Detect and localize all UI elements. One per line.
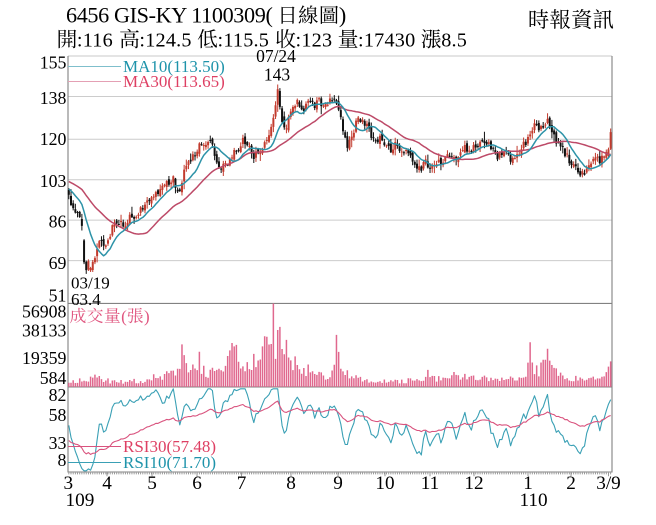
svg-text:82: 82 xyxy=(49,385,67,405)
svg-text:): ) xyxy=(144,307,150,326)
svg-text:155: 155 xyxy=(40,52,67,72)
svg-text:19359: 19359 xyxy=(22,348,67,368)
svg-text:9: 9 xyxy=(333,473,343,494)
svg-text:(: ( xyxy=(121,307,127,326)
svg-text:RSI30(57.48): RSI30(57.48) xyxy=(123,437,216,456)
svg-text:1: 1 xyxy=(523,473,533,494)
svg-text:86: 86 xyxy=(49,211,67,231)
svg-text:3/9: 3/9 xyxy=(596,473,621,494)
svg-text:11: 11 xyxy=(421,473,439,494)
svg-text:07/24: 07/24 xyxy=(256,46,296,66)
svg-text:584: 584 xyxy=(40,368,67,388)
svg-text:8: 8 xyxy=(286,473,296,494)
svg-text:5: 5 xyxy=(147,473,157,494)
svg-text:6: 6 xyxy=(192,473,202,494)
svg-text:MA10(113.50): MA10(113.50) xyxy=(123,57,225,76)
svg-text::115.5: :115.5 xyxy=(218,30,270,52)
svg-text:103: 103 xyxy=(40,171,67,191)
svg-text:3: 3 xyxy=(64,473,74,494)
svg-text:58: 58 xyxy=(49,405,67,425)
svg-text:143: 143 xyxy=(264,65,291,85)
svg-text::116: :116 xyxy=(77,30,113,52)
svg-text:110: 110 xyxy=(520,490,548,511)
svg-text:138: 138 xyxy=(40,88,67,108)
svg-text:): ) xyxy=(339,3,346,28)
svg-text:63.4: 63.4 xyxy=(71,290,101,309)
svg-text:03/19: 03/19 xyxy=(71,274,110,293)
svg-text:38133: 38133 xyxy=(22,320,67,340)
svg-text:2: 2 xyxy=(566,473,576,494)
svg-text:MA30(113.65): MA30(113.65) xyxy=(123,72,225,91)
svg-text:7: 7 xyxy=(237,473,247,494)
svg-text::123: :123 xyxy=(296,30,333,52)
svg-text:56908: 56908 xyxy=(22,302,67,322)
svg-text:RSI10(71.70): RSI10(71.70) xyxy=(123,453,216,472)
svg-text:4: 4 xyxy=(102,473,112,494)
svg-text:69: 69 xyxy=(49,253,67,273)
svg-text:51: 51 xyxy=(49,285,67,305)
svg-text:12: 12 xyxy=(464,473,483,494)
svg-text:10: 10 xyxy=(375,473,394,494)
svg-text::17430: :17430 xyxy=(358,30,415,52)
svg-text:6456 GIS-KY 1100309(: 6456 GIS-KY 1100309( xyxy=(66,3,272,28)
svg-text:120: 120 xyxy=(40,129,67,149)
svg-text:8.5: 8.5 xyxy=(441,30,467,52)
svg-text:8: 8 xyxy=(58,450,67,470)
svg-text::124.5: :124.5 xyxy=(139,30,191,52)
svg-text:109: 109 xyxy=(66,490,95,511)
svg-text:33: 33 xyxy=(49,433,67,453)
